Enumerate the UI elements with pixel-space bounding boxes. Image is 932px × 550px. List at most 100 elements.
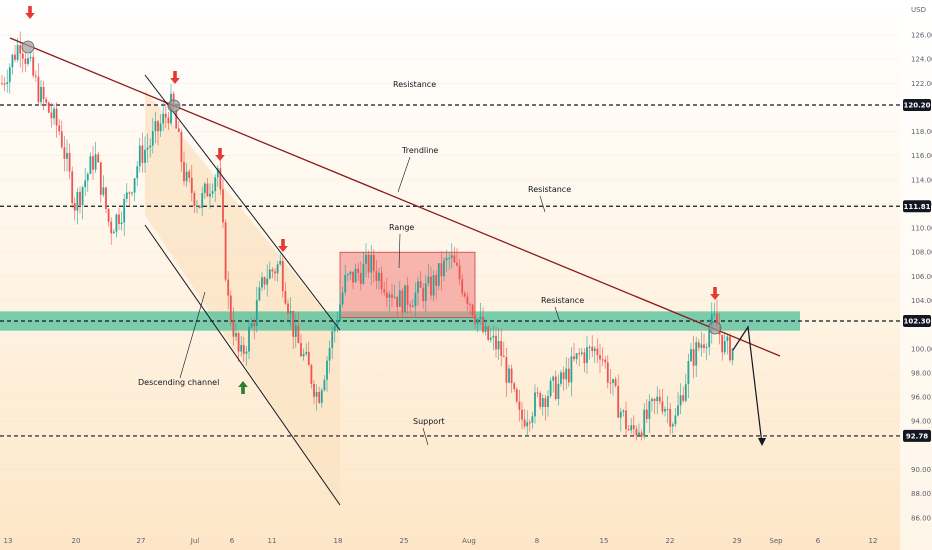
annotation-pointer (398, 233, 401, 269)
candle-body (653, 398, 656, 402)
candle-body (695, 342, 698, 366)
candle-body (658, 396, 661, 402)
channel-upper-line (144, 74, 341, 331)
candle-body (141, 145, 144, 163)
candle-body (227, 279, 230, 296)
candle-body (365, 254, 367, 264)
candle-body (690, 349, 692, 362)
touch-point-circle (708, 321, 722, 335)
candle-body (118, 214, 120, 225)
candle-body (89, 156, 92, 174)
projection-arrowhead (758, 438, 766, 446)
y-tick-label: 122.00 (911, 80, 932, 88)
candle-body (79, 191, 81, 205)
candle-body (157, 121, 159, 132)
candle-body (479, 316, 482, 320)
candle-body (367, 254, 370, 273)
x-tick-label: Aug (462, 537, 476, 545)
candle-body (435, 275, 438, 286)
candle-body (703, 344, 705, 348)
candle-body (198, 205, 201, 208)
candle-body (630, 425, 633, 431)
candle-body (84, 180, 87, 188)
candle-body (515, 389, 518, 402)
candle-body (682, 395, 685, 401)
candle-body (557, 383, 560, 399)
candle-body (697, 342, 700, 348)
candle-body (726, 336, 729, 342)
y-tick-label: 118.00 (911, 128, 932, 136)
candle-body (708, 330, 711, 348)
candle-body (471, 304, 474, 316)
candle-body (674, 415, 677, 425)
candle-body (245, 351, 248, 354)
candle-body (209, 193, 211, 197)
candle-body (554, 376, 557, 399)
annotation-trendline: Trendline (401, 146, 438, 155)
candle-body (29, 56, 32, 59)
candle-body (261, 277, 263, 288)
candle-body (567, 368, 570, 383)
candle-body (63, 147, 66, 159)
candle-body (97, 154, 100, 163)
candle-body (60, 131, 63, 148)
candle-body (128, 192, 131, 194)
y-tick-label: 94.00 (911, 418, 931, 426)
candle-body (661, 401, 664, 412)
candle-body (133, 178, 136, 193)
candle-body (372, 254, 375, 272)
candle-body (112, 231, 115, 234)
candle-body (388, 294, 391, 298)
candle-body (560, 372, 562, 384)
candle-body (34, 75, 37, 77)
candle-body (539, 392, 542, 407)
y-tick-label: 108.00 (911, 249, 932, 257)
candle-body (692, 349, 695, 366)
x-tick-label: 6 (230, 537, 235, 545)
candle-body (131, 192, 133, 194)
down-arrow-icon (215, 148, 225, 161)
candle-body (635, 429, 638, 436)
touch-point-circle (21, 40, 35, 54)
candle-body (183, 162, 185, 182)
candle-body (456, 262, 458, 266)
candle-body (162, 113, 165, 124)
candle-body (125, 192, 128, 199)
down-arrow-icon (278, 239, 288, 252)
candle-body (536, 392, 539, 394)
candle-body (606, 362, 609, 383)
candle-body (120, 222, 123, 225)
candle-body (596, 348, 599, 356)
touch-point-circle (167, 99, 181, 113)
candles-layer (1, 31, 734, 441)
candle-body (427, 276, 430, 284)
price-axis-panel[interactable] (900, 0, 932, 550)
candle-body (544, 398, 547, 407)
candle-body (190, 177, 193, 193)
candle-body (336, 320, 339, 326)
candle-body (396, 296, 399, 307)
candle-body (274, 271, 276, 274)
x-tick-label: 25 (400, 537, 409, 545)
candle-body (310, 365, 313, 384)
annotation-resistance-1: Resistance (393, 80, 436, 89)
candle-body (378, 272, 380, 281)
candle-body (107, 208, 110, 222)
candle-body (45, 99, 48, 103)
candle-body (713, 313, 716, 315)
x-tick-label: Jul (190, 537, 200, 545)
candle-body (193, 192, 196, 206)
candle-body (271, 269, 274, 272)
candle-body (276, 264, 279, 274)
candle-body (651, 398, 653, 402)
candle-body (731, 348, 734, 361)
price-badge (903, 315, 931, 328)
annotation-pointer (422, 427, 429, 446)
candle-body (154, 121, 157, 132)
candle-body (151, 131, 154, 146)
candle-body (721, 334, 724, 353)
candle-body (16, 45, 19, 60)
candle-body (354, 268, 357, 283)
